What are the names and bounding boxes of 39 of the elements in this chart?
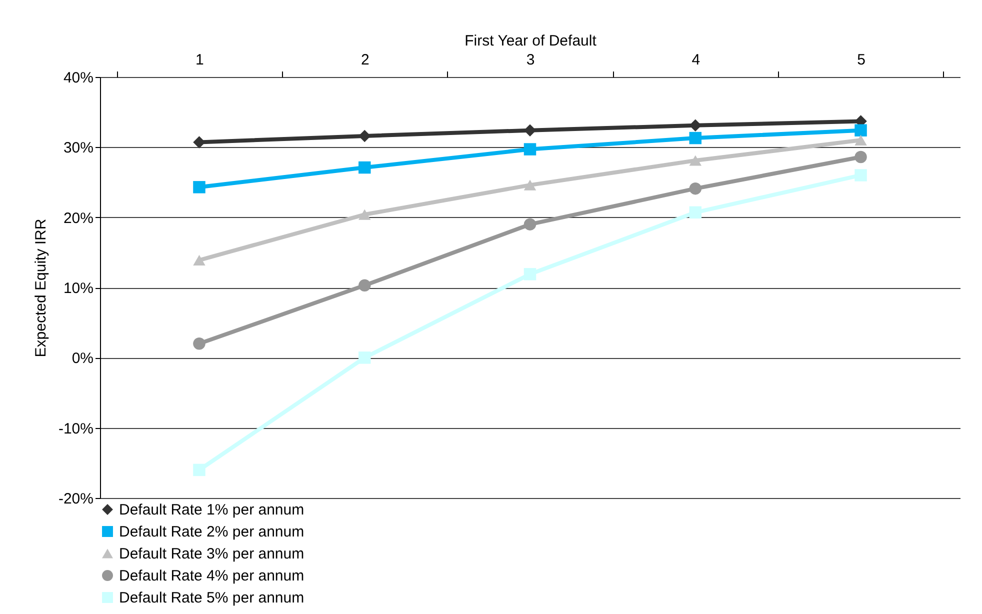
point <box>689 206 702 219</box>
point <box>524 268 536 280</box>
point <box>358 209 371 220</box>
point <box>854 169 867 182</box>
point <box>358 279 371 292</box>
y-tick-label: -20% <box>58 490 94 508</box>
x-tick-label: 3 <box>526 52 535 68</box>
y-tick-label: -10% <box>58 420 94 438</box>
legend-label: Default Rate 4% per annum <box>119 568 304 584</box>
point <box>854 150 867 164</box>
point <box>358 161 371 174</box>
point <box>524 180 536 190</box>
y-tick-label: 20% <box>63 210 94 227</box>
point <box>193 254 206 266</box>
x-axis-title: First Year of Default <box>464 32 598 50</box>
legend-label: Default Rate 3% per annum <box>119 546 304 562</box>
x-tick-label: 1 <box>196 52 204 68</box>
point <box>854 124 867 136</box>
point <box>193 464 206 476</box>
x-tick-label: 4 <box>692 52 700 68</box>
y-tick-label: 30% <box>63 140 94 157</box>
point <box>193 338 206 350</box>
x-tick-label: 2 <box>360 52 370 68</box>
point <box>358 352 371 364</box>
y-tick-label: 0% <box>72 350 94 368</box>
y-tick-label: 40% <box>63 70 94 86</box>
point <box>524 143 536 156</box>
y-axis-title: Expected Equity IRR <box>32 218 50 358</box>
point <box>524 218 536 230</box>
x-tick-label: 5 <box>857 52 866 68</box>
legend-label: Default Rate 1% per annum <box>119 502 304 518</box>
point <box>689 132 702 144</box>
point <box>193 181 206 194</box>
point <box>689 155 702 166</box>
y-tick-label: 10% <box>63 280 94 297</box>
point <box>689 182 702 195</box>
legend-label: Default Rate 2% per annum <box>119 524 304 540</box>
point <box>854 134 867 146</box>
legend-label: Default Rate 5% per annum <box>119 590 304 606</box>
